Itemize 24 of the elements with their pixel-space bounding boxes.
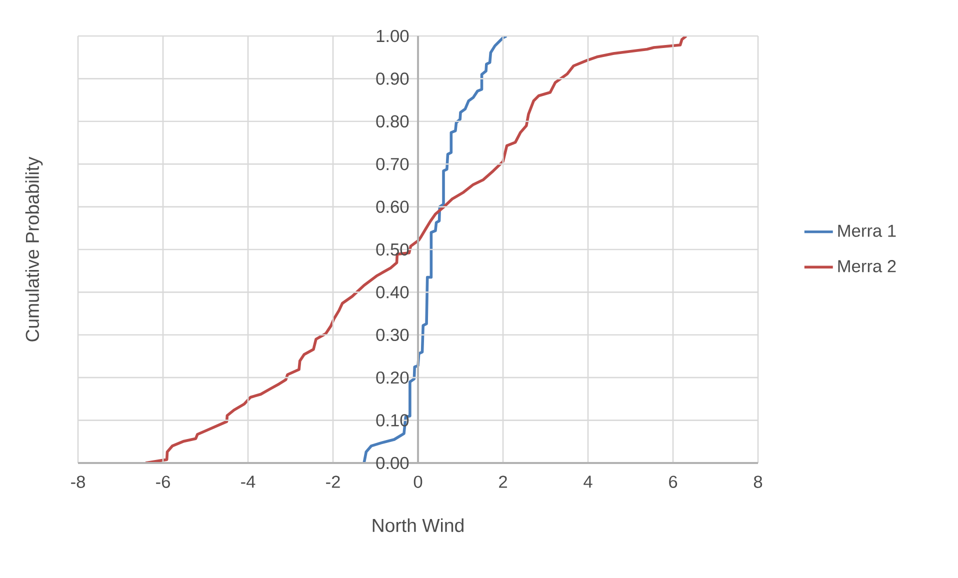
legend-label: Merra 2 [838, 260, 896, 272]
x-tick-label: -2 [326, 476, 340, 488]
y-tick-label: 0.50 [376, 243, 409, 256]
legend-label: Merra 1 [838, 224, 896, 237]
y-axis-title: Cumulative Probability [25, 156, 43, 342]
x-tick-label: 8 [754, 476, 762, 488]
x-tick-label: 4 [584, 476, 592, 488]
x-axis-title: North Wind [372, 518, 464, 532]
y-tick-label: 0.70 [376, 158, 409, 170]
y-tick-label: 0.30 [376, 328, 409, 342]
x-tick-label: 6 [669, 476, 678, 488]
y-tick-label: 0.60 [376, 200, 409, 213]
y-tick-label: 0.20 [376, 371, 409, 384]
y-tick-label: 0.10 [376, 414, 409, 426]
x-tick-label: -6 [156, 476, 170, 488]
x-tick-label: 2 [499, 476, 507, 488]
y-tick-label: 0.90 [376, 72, 409, 85]
x-tick-label: -8 [71, 476, 85, 488]
x-tick-label: 0 [414, 476, 422, 488]
y-tick-label: 0.80 [376, 115, 409, 128]
y-tick-label: 0.40 [376, 286, 409, 298]
y-tick-label: 1.00 [376, 30, 409, 42]
y-tick-label: 0.00 [376, 456, 409, 470]
x-tick-label: -4 [241, 476, 256, 488]
